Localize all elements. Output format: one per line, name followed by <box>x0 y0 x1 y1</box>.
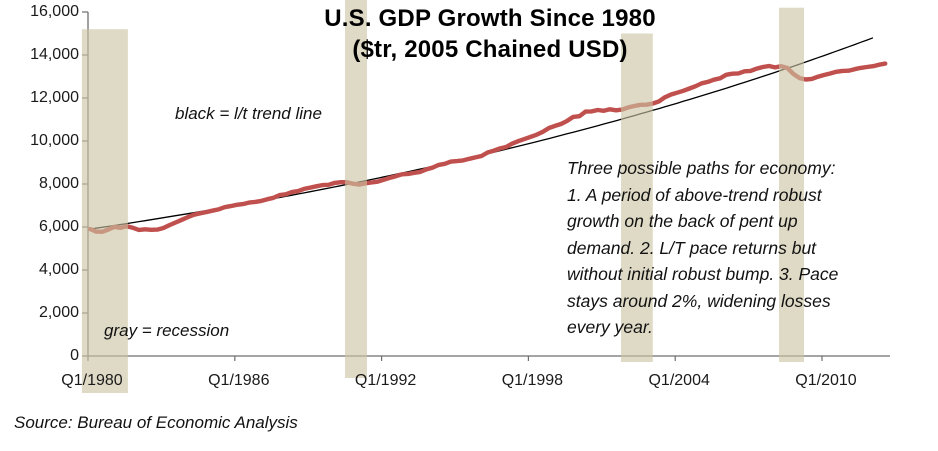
economy-paths-annotation-line: without initial robust bump. 3. Pace <box>567 264 839 284</box>
y-axis-tick-label: 16,000 <box>30 3 79 20</box>
x-axis-tick-label: Q1/2010 <box>795 372 857 389</box>
recession-band <box>345 0 367 379</box>
y-axis-tick-label: 2,000 <box>38 304 79 321</box>
recession-band <box>621 33 653 362</box>
economy-paths-annotation: Three possible paths for economy: 1. A pe… <box>567 155 838 341</box>
y-axis-tick-label: 6,000 <box>38 218 79 235</box>
economy-paths-annotation-line: demand. 2. L/T pace returns but <box>567 237 817 258</box>
chart-title-line2: ($tr, 2005 Chained USD) <box>352 36 628 63</box>
trend-line-note: black = l/t trend line <box>175 104 322 123</box>
y-axis-tick-label: 0 <box>70 347 79 364</box>
x-axis-tick-label: Q1/1980 <box>61 372 123 389</box>
x-axis-tick-label: Q1/2004 <box>648 372 710 389</box>
chart-title: U.S. GDP Growth Since 1980 ($tr, 2005 Ch… <box>240 3 740 65</box>
recession-note: gray = recession <box>104 321 230 340</box>
recession-band <box>81 29 128 393</box>
chart-title-line1: U.S. GDP Growth Since 1980 <box>324 5 656 32</box>
economy-paths-annotation-line: stays around 2%, widening losses <box>567 290 831 311</box>
y-axis-tick-label: 8,000 <box>38 175 79 192</box>
source-citation: Source: Bureau of Economic Analysis <box>14 413 298 432</box>
y-axis-tick-label: 14,000 <box>30 46 79 63</box>
gdp-line <box>87 61 888 235</box>
x-axis-tick-label: Q1/1998 <box>501 372 564 389</box>
recession-band <box>779 7 804 362</box>
economy-paths-annotation-line: Three possible paths for economy: <box>567 158 836 178</box>
x-axis-tick-label: Q1/1992 <box>354 372 417 389</box>
economy-paths-annotation-line: every year. <box>567 317 653 337</box>
economy-paths-annotation-line: 1. A period of above-trend robust <box>567 184 822 205</box>
y-axis-tick-label: 12,000 <box>30 89 79 106</box>
x-axis-tick-label: Q1/1986 <box>208 372 270 389</box>
y-axis-tick-label: 10,000 <box>30 132 79 149</box>
economy-paths-annotation-line: growth on the back of pent up <box>567 211 798 231</box>
y-axis-tick-label: 4,000 <box>38 261 79 278</box>
